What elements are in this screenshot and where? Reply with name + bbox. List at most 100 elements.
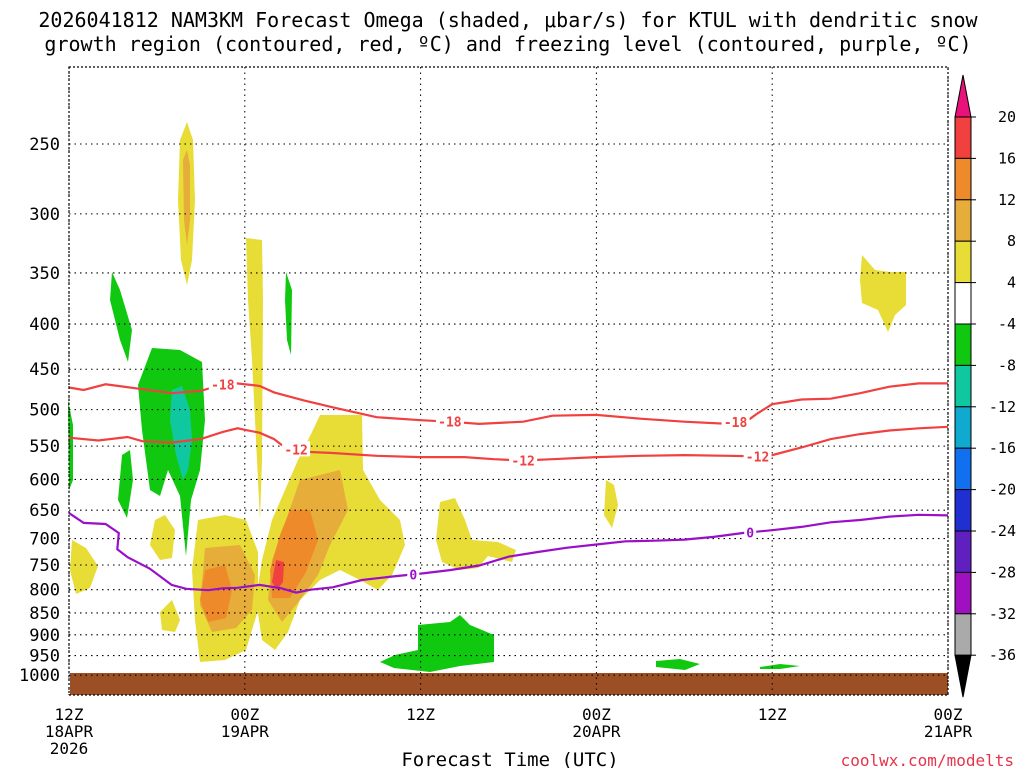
y-tick-label: 550: [29, 437, 60, 457]
omega-region-descent-core: [170, 386, 192, 480]
x-tick-label: 12Z: [406, 705, 435, 724]
omega-region-ascent-20apr: [604, 480, 618, 528]
contour-label-bg: [744, 524, 757, 540]
contour-label-bg: [208, 376, 237, 392]
x-tick-label: 00Z: [582, 705, 611, 724]
x-tick-label: 18APR: [45, 722, 94, 741]
omega-region-bl-descent-far-east: [760, 664, 800, 669]
colorbar-label: -16: [989, 439, 1016, 457]
omega-region-ascent-19apr12z: [436, 498, 516, 570]
omega-region-upper-ascent-20apr18z: [860, 255, 906, 332]
omega-region-ascent-max: [272, 560, 284, 590]
contour-label-bg: [435, 413, 464, 429]
y-tick-label: 750: [29, 556, 60, 576]
omega-region-ascent-south: [160, 600, 180, 632]
y-tick-label: 950: [29, 647, 60, 667]
contour-label: -18: [724, 416, 748, 431]
colorbar-swatch: [954, 364, 972, 408]
pressure-axis: 250 300 350 400 450 500 550 600 650 700 750 800 850 9…: [19, 135, 60, 686]
y-tick-label: 300: [29, 205, 60, 225]
omega-region-ascent-peak-west: [200, 565, 232, 622]
colorbar-label: 20: [998, 108, 1016, 126]
colorbar-label: 8: [1007, 232, 1016, 250]
contour-label-bg: [743, 448, 772, 464]
contour-label: -18: [438, 416, 462, 431]
y-tick-label: 650: [29, 501, 60, 521]
x-tick-label: 00Z: [230, 705, 259, 724]
x-tick-label: 21APR: [924, 722, 973, 741]
x-tick-label: 2026: [50, 739, 89, 758]
colorbar-label: -24: [989, 522, 1016, 540]
omega-region-upper-plume-core: [183, 150, 190, 245]
colorbar-swatch: [954, 282, 972, 325]
colorbar-swatch: [954, 489, 972, 532]
omega-region-narrow-ascent: [246, 238, 263, 520]
omega-region-descent-south: [118, 450, 133, 518]
contour-label-bg: [407, 566, 420, 582]
chart-title-line2: growth region (contoured, red, ºC) and f…: [44, 32, 971, 56]
y-tick-label: 700: [29, 530, 60, 550]
colorbar-label: -12: [989, 398, 1016, 416]
chart-title-line1: 2026041812 NAM3KM Forecast Omega (shaded…: [38, 8, 978, 32]
colorbar-label: -8: [998, 356, 1016, 374]
omega-region-ascent-southwest: [150, 515, 175, 560]
x-axis-label: Forecast Time (UTC): [401, 749, 618, 768]
contour-line: [68, 381, 948, 426]
contour-label: -18: [211, 379, 235, 394]
x-tick-label: 00Z: [934, 705, 963, 724]
y-tick-label: 350: [29, 264, 60, 284]
omega-region-bl-descent-main: [380, 615, 494, 672]
ground-surface: [70, 673, 948, 695]
y-tick-label: 400: [29, 315, 60, 335]
colorbar-swatch: [954, 157, 972, 201]
x-tick-label: 20APR: [572, 722, 621, 741]
contour-label: 0: [746, 526, 754, 541]
plot-frame: [68, 66, 949, 696]
colorbar-swatch: [954, 240, 972, 284]
colorbar-cap-top: [954, 74, 972, 118]
contour-label-bg: [721, 414, 750, 430]
colorbar-label: 12: [998, 191, 1016, 209]
contour-label: 0: [409, 568, 417, 583]
colorbar-label: -4: [998, 315, 1016, 333]
colorbar-cap-bottom: [954, 654, 972, 698]
y-tick-label: 450: [29, 360, 60, 380]
x-tick-label: 12Z: [758, 705, 787, 724]
omega-region-descent-main: [138, 348, 205, 556]
omega-region-bl-descent-east: [656, 659, 700, 670]
colorbar-label: 4: [1007, 274, 1016, 292]
y-tick-label: 850: [29, 604, 60, 624]
y-tick-label: 600: [29, 470, 60, 490]
y-tick-label: 250: [29, 135, 60, 155]
y-tick-label: 800: [29, 581, 60, 601]
credit-link[interactable]: coolwx.com/modelts: [841, 751, 1014, 770]
colorbar-swatch: [954, 199, 972, 242]
contour-label-bg: [282, 441, 311, 457]
colorbar-swatch: [954, 613, 972, 656]
x-tick-label: 12Z: [55, 705, 84, 724]
contour-line: [68, 512, 949, 594]
colorbar-swatch: [954, 447, 972, 491]
colorbar-swatch: [954, 116, 972, 159]
y-tick-label: 500: [29, 401, 60, 421]
contour-line: [68, 425, 949, 462]
colorbar-label: -32: [989, 605, 1016, 623]
colorbar-label: -20: [989, 481, 1016, 499]
contour-label: -12: [511, 454, 534, 469]
colorbar-swatch: [954, 406, 972, 449]
contour-label: -12: [746, 450, 769, 465]
x-tick-label: 19APR: [221, 722, 270, 741]
y-tick-label: 1000: [19, 666, 60, 686]
colorbar-label: -36: [989, 646, 1016, 664]
contour-label: -12: [284, 443, 307, 458]
temperature-contours: -18 -18 -18 -12 -12 -12 0 0: [68, 376, 949, 594]
colorbar-swatch: [954, 530, 972, 573]
colorbar-swatch: [954, 323, 972, 366]
omega-region-descent-narrow: [285, 272, 292, 355]
omega-shading: [68, 122, 906, 672]
omega-region-ascent-far-west: [70, 540, 98, 594]
colorbar-label: -28: [989, 563, 1016, 581]
contour-label-bg: [509, 452, 538, 468]
